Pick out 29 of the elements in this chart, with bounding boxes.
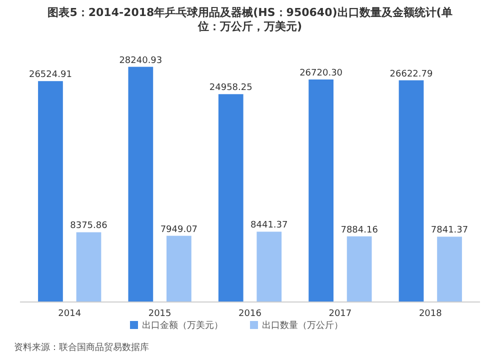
legend-label: 出口数量（万公斤） — [262, 320, 343, 331]
bar — [398, 80, 424, 302]
chart-title: 图表5：2014-2018年乒乓球用品及器械(HS：950640)出口数量及金额统计(单位：万公斤，万美元) — [48, 6, 452, 33]
data-label: 7884.16 — [340, 225, 378, 236]
bar — [308, 79, 334, 302]
x-tick-label: 2017 — [328, 309, 352, 319]
data-label: 26622.79 — [390, 69, 433, 80]
bar — [346, 236, 372, 302]
bar — [38, 81, 63, 302]
x-tick-label: 2014 — [58, 309, 82, 319]
data-label: 26524.91 — [29, 70, 72, 80]
data-label: 26720.30 — [300, 68, 343, 78]
x-tick-label: 2018 — [418, 309, 442, 319]
bar — [256, 232, 282, 302]
data-label: 8375.86 — [70, 221, 108, 232]
data-label: 24958.25 — [209, 83, 252, 94]
x-tick-label: 2015 — [148, 309, 172, 319]
bar — [128, 66, 154, 302]
data-label: 8441.37 — [250, 220, 288, 231]
x-tick-label: 2016 — [238, 309, 262, 319]
bar — [437, 236, 462, 302]
bar — [76, 232, 102, 302]
data-label: 7841.37 — [430, 226, 468, 236]
data-label: 7949.07 — [160, 224, 198, 235]
legend-label: 出口金额（万美元） — [142, 320, 223, 331]
data-label: 28240.93 — [119, 56, 162, 66]
bar — [218, 94, 244, 302]
bar — [166, 236, 192, 302]
text: 资料来源：联合国商品贸易数据库 — [14, 342, 149, 353]
